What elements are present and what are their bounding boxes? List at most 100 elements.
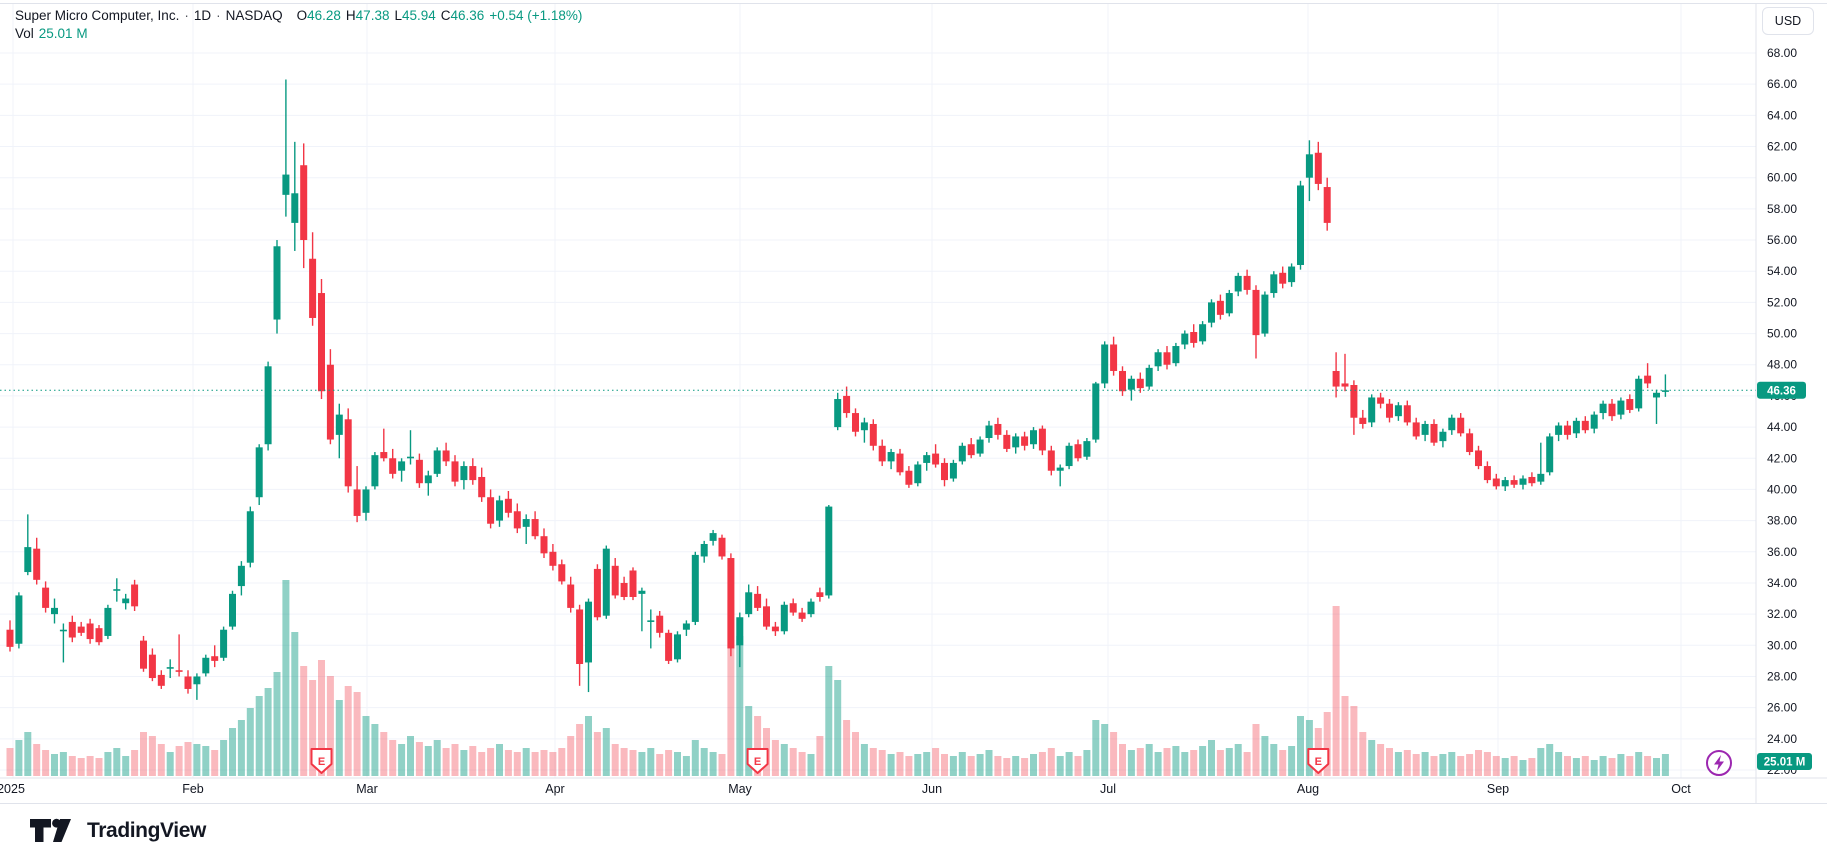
candle-body [665,632,673,661]
volume-bar [1234,744,1242,776]
volume-bar [834,680,842,776]
volume-bar [1608,758,1616,776]
low-label: L [394,8,402,23]
candle-body [638,590,646,594]
candle-body [1626,399,1634,410]
volume-bar [362,716,370,776]
price-tick-label: 50.00 [1767,327,1797,341]
volume-bar [131,750,139,776]
volume-bar [540,750,548,776]
volume-bar [1003,758,1011,776]
candle-body [504,498,512,513]
candle-body [1341,383,1349,387]
separator: · [184,8,189,23]
volume-label: Vol [15,26,34,41]
volume-bar [887,754,895,776]
candle-body [1519,478,1527,485]
time-tick-label: Oct [1671,782,1691,796]
candle-body [1323,187,1331,223]
volume-bar [700,748,708,776]
currency-button[interactable]: USD [1762,7,1814,35]
tradingview-mark-icon [30,818,71,842]
candle-body [1208,302,1215,323]
volume-bar [1172,746,1180,776]
volume-bar [1475,750,1482,776]
candle-body [549,551,557,566]
volume-bar [1101,724,1109,776]
candle-body [994,423,1002,435]
candle-body [691,554,699,622]
volume-bar [220,740,228,776]
volume-bar [1021,758,1029,776]
volume-bar [237,720,245,776]
volume-bar [1617,754,1625,776]
volume-bar [1216,750,1224,776]
volume-bar [1581,756,1589,776]
volume-bar [1261,736,1269,776]
volume-bar [433,740,441,776]
volume-bar [166,752,174,776]
volume-bar [1030,754,1037,776]
volume-bar [1110,732,1118,776]
last-price-badge[interactable]: 46.36 [1757,381,1806,399]
realtime-data-icon[interactable] [1706,750,1732,776]
candle-body [1314,152,1322,184]
candle-body [229,593,236,627]
candle-body [380,452,388,459]
candle-body [1439,431,1447,442]
candle-body [1021,436,1029,446]
tradingview-logo[interactable]: TradingView [30,816,206,846]
candle-body [1012,436,1020,448]
candle-body [656,615,664,633]
candle-body [1074,444,1082,459]
price-axis[interactable]: 22.0024.0026.0028.0030.0032.0034.0036.00… [1767,46,1797,777]
volume-bar [1555,752,1563,776]
candle-body [1216,300,1224,315]
candle-body [1644,375,1652,384]
earnings-letter: E [754,756,761,768]
volume-bar [1341,696,1349,776]
volume-bar [620,748,628,776]
volume-bar [1136,748,1144,776]
volume-bar [175,746,183,776]
candle-body [1145,367,1153,387]
candle-body [1350,385,1358,418]
volume-badge-text: 25.01 M [1764,757,1806,769]
earnings-icon[interactable]: E [746,748,769,774]
volume-bar [1163,748,1171,776]
candle-body [1261,294,1269,334]
candle-body [1421,423,1429,435]
candle-body [1083,441,1091,457]
interval-label[interactable]: 1D [193,8,212,23]
volume-bar [825,666,833,776]
open-value: 46.28 [307,8,341,23]
candle-body [1581,420,1589,431]
volume-bar [1119,744,1126,776]
candle-body [1136,378,1144,389]
volume-badge[interactable]: 25.01 M [1757,753,1812,770]
candle-body [923,455,931,463]
candle-body [59,629,67,632]
price-tick-label: 54.00 [1767,264,1797,278]
candle-body [1359,417,1367,424]
time-tick-label: 2025 [0,782,25,796]
volume-bar [42,750,50,776]
candle-body [237,565,245,587]
candle-body [1101,344,1109,384]
volume-bar [504,750,512,776]
volume-bar [709,752,717,776]
candle-body [958,445,966,462]
price-tick-label: 32.00 [1767,607,1797,621]
volume-bar [593,732,601,776]
candle-body [1056,467,1064,471]
time-axis[interactable]: 2025 Feb Mar Apr May Jun Jul Aug Sep Oct [0,782,1691,796]
symbol-title[interactable]: Super Micro Computer, Inc. [15,8,180,23]
volume-bar [1154,752,1162,776]
volume-bar [638,752,646,776]
earnings-icon[interactable]: E [310,748,333,774]
earnings-icon[interactable]: E [1307,748,1330,774]
candle-body [335,414,343,435]
volume-bar [353,692,361,776]
price-tick-label: 34.00 [1767,576,1797,590]
